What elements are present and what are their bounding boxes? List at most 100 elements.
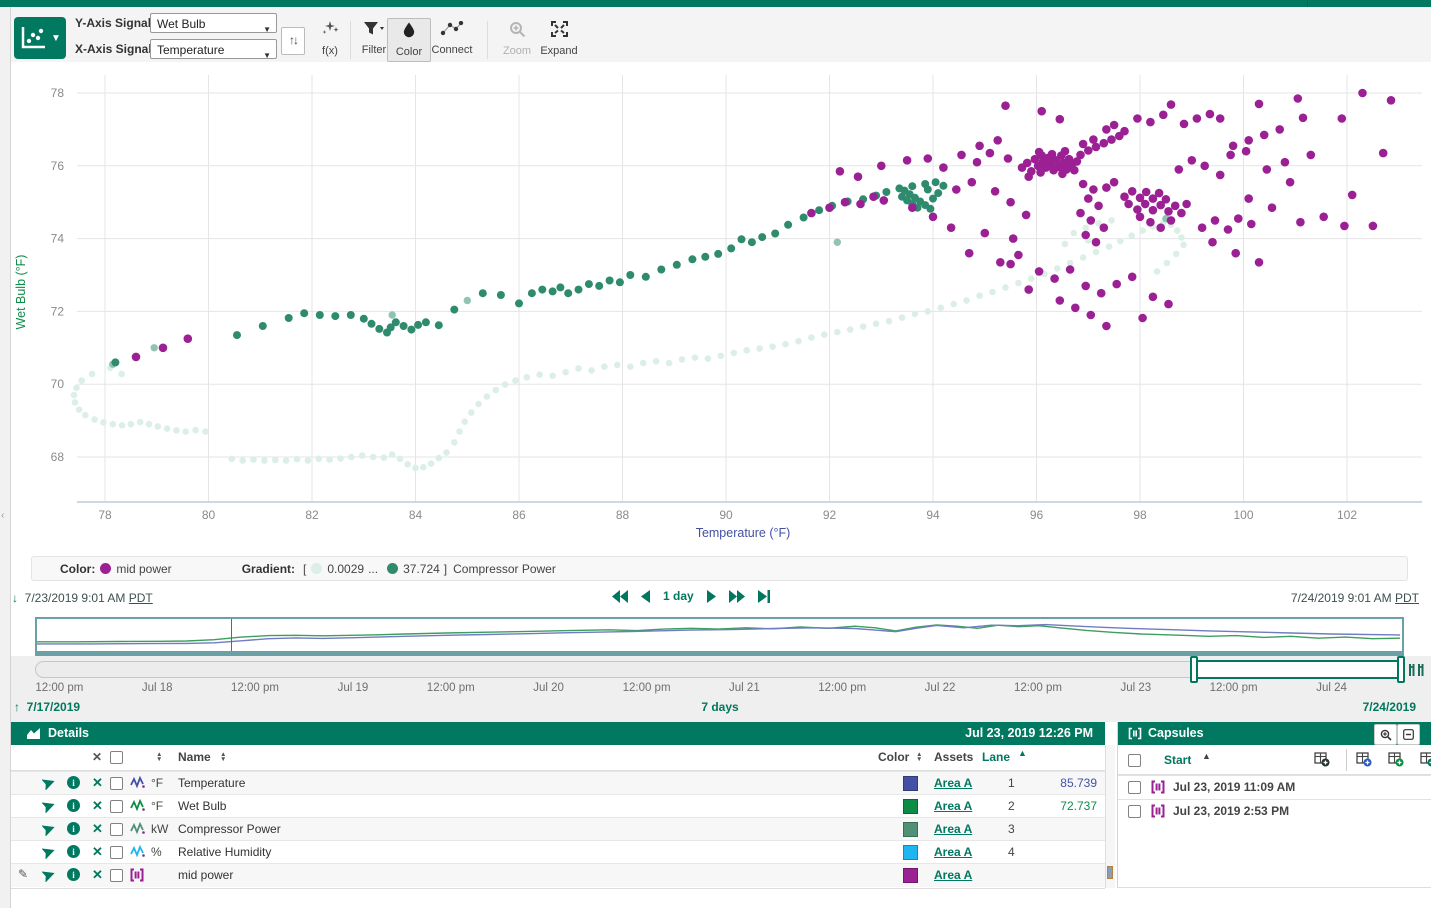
add-column-icon[interactable]	[1314, 752, 1330, 767]
step-to-end-button[interactable]	[757, 589, 770, 603]
timezone-link[interactable]: PDT	[128, 591, 153, 605]
filter-tool-button[interactable]: Filter	[352, 21, 396, 56]
lane-number: 3	[1008, 822, 1015, 836]
remove-button[interactable]: ✕	[92, 867, 103, 882]
info-button[interactable]: i	[67, 868, 80, 881]
details-column-header: ✕ ▲ ▼ Name ▲ ▼ Color ▲ ▼ Assets Lane ▲	[10, 745, 1105, 771]
column-start[interactable]: Start	[1164, 753, 1192, 767]
connect-tool-button[interactable]: Connect	[426, 20, 478, 56]
item-name[interactable]: Compressor Power	[178, 822, 281, 836]
details-scrollbar[interactable]	[1105, 745, 1115, 888]
capsules-select-all-checkbox[interactable]	[1128, 754, 1141, 767]
remove-button[interactable]: ✕	[92, 844, 103, 859]
pin-button[interactable]	[41, 822, 56, 839]
investigate-duration[interactable]: 7 days	[701, 700, 739, 714]
capsules-zoom-button[interactable]	[1374, 724, 1397, 745]
color-swatch[interactable]	[903, 845, 918, 860]
edit-icon[interactable]: ✎	[18, 867, 29, 881]
window-right-handle[interactable]	[1396, 656, 1405, 683]
details-row-wet-bulb[interactable]: i ✕ °F Wet Bulb Area A 2 72.737	[10, 794, 1105, 818]
remove-button[interactable]: ✕	[92, 821, 103, 836]
select-all-checkbox[interactable]	[110, 751, 123, 764]
investigate-start[interactable]: ↑ 7/17/2019	[14, 700, 81, 714]
step-back-half-button[interactable]	[641, 589, 650, 603]
current-value: 85.739	[1060, 776, 1097, 790]
asset-link[interactable]: Area A	[934, 776, 973, 790]
asset-link[interactable]: Area A	[934, 822, 973, 836]
column-assets[interactable]: Assets	[934, 750, 974, 764]
color-swatch[interactable]	[903, 799, 918, 814]
time-scrollbar-band: 12:00 pm Jul 18 12:00 pm Jul 19 12:00 pm Jul …	[0, 656, 1431, 722]
item-name[interactable]: Temperature	[178, 776, 246, 790]
add-stats-column-icon[interactable]	[1356, 752, 1372, 767]
info-button[interactable]: i	[67, 845, 80, 858]
sort-color-icon[interactable]: ▲ ▼	[916, 751, 923, 763]
column-name[interactable]: Name	[178, 750, 211, 764]
details-scrollbar-thumb[interactable]	[1107, 866, 1113, 879]
swap-axes-button[interactable]: ↑↓	[281, 27, 305, 55]
pin-button[interactable]	[41, 776, 56, 793]
step-forward-full-button[interactable]	[728, 589, 745, 603]
details-row-temperature[interactable]: i ✕ °F Temperature Area A 1 85.739	[10, 771, 1105, 795]
y-axis-signal-select[interactable]: Wet Bulb ▼	[150, 13, 277, 34]
remove-button[interactable]: ✕	[92, 775, 103, 790]
color-swatch[interactable]	[903, 868, 918, 883]
asset-link[interactable]: Area A	[934, 845, 973, 859]
x-axis-signal-select[interactable]: Temperature ▼	[150, 39, 277, 60]
item-name[interactable]: Wet Bulb	[178, 799, 227, 813]
fx-tool-button[interactable]: f(x)	[308, 21, 352, 57]
display-range-window[interactable]	[1195, 660, 1400, 679]
color-tool-button[interactable]: Color	[387, 18, 431, 62]
zoom-tool-button[interactable]: Zoom	[495, 21, 539, 57]
scatter-plot-area[interactable]: 78 80 82 84 86 88 90 92 94 96 98 100 102 68 70 72 74 76 78…	[10, 62, 1431, 545]
row-checkbox[interactable]	[110, 869, 123, 882]
item-name[interactable]: Relative Humidity	[178, 845, 272, 859]
scatter-canvas[interactable]: 78 80 82 84 86 88 90 92 94 96 98 100 102 68 70 72 74 76 78…	[10, 62, 1431, 545]
window-left-handle[interactable]	[1190, 656, 1199, 683]
signal-sparkline-icon	[130, 798, 145, 812]
capsule-checkbox[interactable]	[1128, 781, 1141, 794]
capsule-row[interactable]: Jul 23, 2019 2:53 PM	[1118, 798, 1431, 823]
row-checkbox[interactable]	[110, 800, 123, 813]
add-column-icon[interactable]	[1420, 752, 1431, 767]
item-name[interactable]: mid power	[178, 868, 234, 882]
row-checkbox[interactable]	[110, 823, 123, 836]
pin-button[interactable]	[41, 799, 56, 816]
column-lane[interactable]: Lane	[982, 750, 1011, 764]
capsule-checkbox[interactable]	[1128, 804, 1141, 818]
timezone-link[interactable]: PDT	[1395, 591, 1419, 605]
row-checkbox[interactable]	[110, 777, 123, 790]
capsule-time-icon[interactable]	[1408, 662, 1426, 678]
trend-preview-strip[interactable]	[35, 617, 1404, 656]
condition-capsule-icon	[1151, 804, 1165, 817]
add-property-column-icon[interactable]	[1388, 752, 1404, 767]
step-size-label[interactable]: 1 day	[663, 589, 694, 603]
chart-type-button[interactable]: ▼	[14, 17, 66, 59]
sort-type-icon[interactable]: ▲ ▼	[156, 751, 163, 763]
step-forward-half-button[interactable]	[706, 589, 716, 603]
column-color[interactable]: Color	[878, 750, 910, 764]
sort-name-icon[interactable]: ▲ ▼	[220, 751, 227, 763]
collapsed-side-strip[interactable]: ‹	[0, 7, 11, 908]
row-checkbox[interactable]	[110, 846, 123, 859]
info-button[interactable]: i	[67, 822, 80, 835]
remove-all-icon[interactable]: ✕	[92, 750, 103, 764]
color-swatch[interactable]	[903, 822, 918, 837]
remove-button[interactable]: ✕	[92, 798, 103, 813]
capsules-collapse-button[interactable]	[1397, 724, 1420, 745]
info-button[interactable]: i	[67, 776, 80, 789]
time-tick-label: 12:00 pm	[35, 682, 84, 694]
color-swatch[interactable]	[903, 776, 918, 791]
step-back-full-button[interactable]	[612, 589, 628, 603]
pin-button[interactable]	[41, 868, 56, 885]
expand-tool-button[interactable]: Expand	[537, 21, 581, 57]
details-row-compressor-power[interactable]: i ✕ kW Compressor Power Area A 3	[10, 817, 1105, 841]
asset-link[interactable]: Area A	[934, 868, 973, 882]
capsule-row[interactable]: Jul 23, 2019 11:09 AM	[1118, 775, 1431, 799]
details-row-mid-power[interactable]: ✎ i ✕ mid power Area A	[10, 863, 1105, 887]
details-row-relative-humidity[interactable]: i ✕% Relative Humidity Area A 4	[10, 840, 1105, 864]
asset-link[interactable]: Area A	[934, 799, 973, 813]
pin-button[interactable]	[41, 845, 56, 862]
info-button[interactable]: i	[67, 799, 80, 812]
investigate-end[interactable]: 7/24/2019	[1362, 700, 1416, 714]
